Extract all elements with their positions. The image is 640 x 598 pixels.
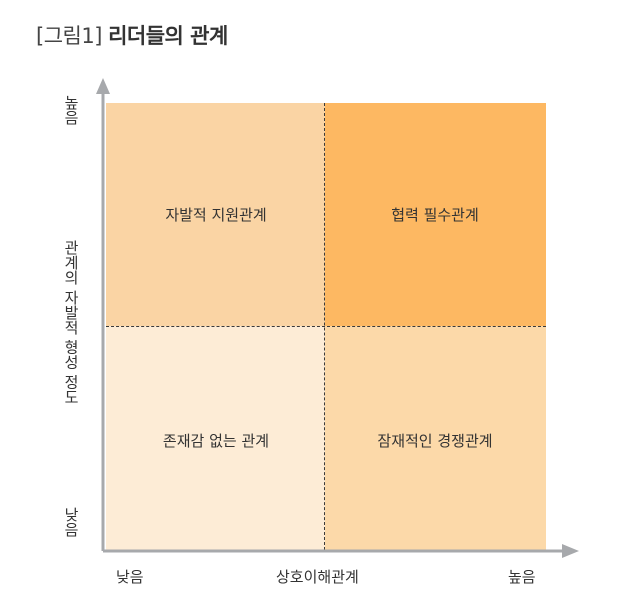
quadrant-label-bottom-left: 존재감 없는 관계	[162, 432, 270, 450]
quadrant-label-bottom-right: 잠재적인 경쟁관계	[377, 432, 493, 450]
quadrant-label-top-left: 자발적 지원관계	[165, 206, 267, 224]
y-axis-low-label: 낮음	[62, 507, 80, 537]
figure-title-text: 리더들의 관계	[108, 24, 228, 48]
x-axis-title: 상호이해관계	[276, 568, 359, 586]
x-axis-high-label: 높음	[508, 568, 536, 586]
x-axis-low-label: 낮음	[116, 568, 144, 586]
figure-title: [그림1] 리더들의 관계	[36, 20, 228, 50]
quadrant-top-left	[106, 103, 325, 326]
quadrant-label-top-right: 협력 필수관계	[391, 206, 479, 224]
quadrant-bottom-left	[106, 326, 325, 550]
y-axis-labels: 높음 관계의 자발적 형성 정도 낮음	[58, 95, 82, 550]
quadrant-bottom-right	[325, 326, 546, 550]
y-axis-title: 관계의 자발적 형성 정도	[62, 240, 80, 405]
quadrant-top-right	[325, 103, 546, 326]
figure-number: [그림1]	[36, 24, 102, 48]
y-axis-high-label: 높음	[62, 95, 80, 125]
y-axis-arrow	[96, 78, 110, 94]
horizontal-divider	[106, 326, 546, 327]
x-axis-arrow	[562, 544, 579, 558]
